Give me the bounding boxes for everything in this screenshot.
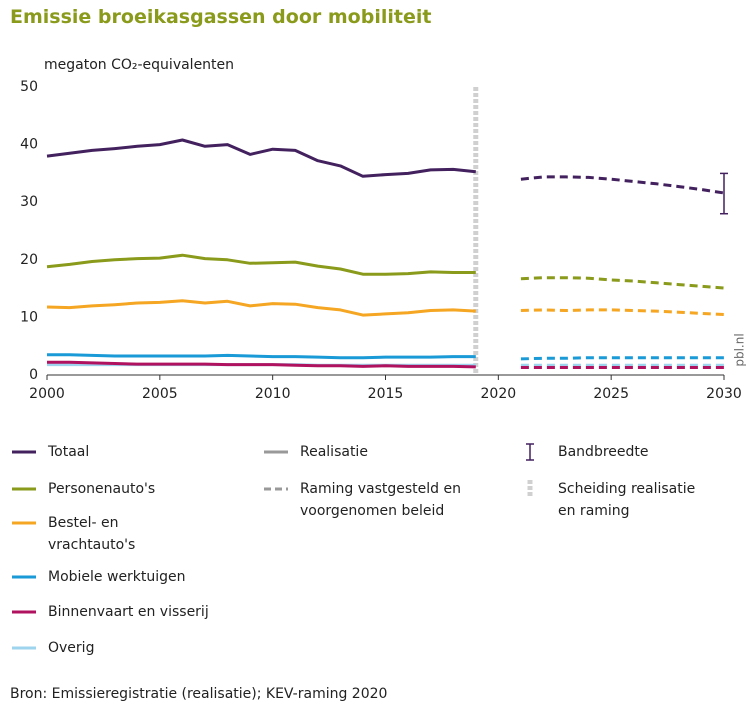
line bbox=[46, 299, 476, 317]
legend-symbol bbox=[526, 443, 534, 461]
x-tick-label: 2010 bbox=[255, 386, 291, 402]
x-tick-label: 2015 bbox=[368, 386, 404, 402]
source: Bron: Emissieregistratie (realisatie); K… bbox=[10, 686, 388, 702]
y-tick-label: 30 bbox=[20, 194, 38, 210]
legend-label: Bandbreedte bbox=[558, 444, 649, 460]
chart-title: Emissie broeikasgassen door mobiliteit bbox=[10, 6, 432, 28]
legend-label: Realisatie bbox=[300, 444, 368, 460]
x-tick-label: 2005 bbox=[142, 386, 178, 402]
legend-symbol bbox=[264, 450, 288, 454]
line bbox=[46, 138, 476, 178]
legend-item: Bandbreedte bbox=[520, 441, 748, 463]
projection-line bbox=[520, 308, 725, 316]
x-tick-label: 2000 bbox=[29, 386, 65, 402]
legend-item: Binnenvaart en visserij bbox=[10, 601, 248, 623]
line bbox=[47, 353, 476, 360]
y-tick-label: 10 bbox=[20, 309, 38, 325]
legend-item: Personenauto's bbox=[10, 478, 248, 500]
legend-label: Scheiding realisatie en raming bbox=[558, 481, 696, 519]
legend-item: Raming vastgesteld en voorgenomen beleid bbox=[262, 478, 500, 522]
legend-symbol bbox=[264, 487, 288, 491]
legend-label: Raming vastgesteld en voorgenomen beleid bbox=[300, 481, 461, 519]
legend-symbol bbox=[527, 480, 533, 498]
y-tick-label: 40 bbox=[20, 137, 38, 153]
line bbox=[47, 360, 476, 369]
legend-label: Bestel- en vrachtauto's bbox=[48, 515, 136, 553]
legend-item: Totaal bbox=[10, 441, 248, 463]
legend-item: Overig bbox=[10, 637, 248, 659]
legend-symbol bbox=[12, 646, 36, 650]
legend-label: Binnenvaart en visserij bbox=[48, 604, 209, 620]
legend-symbol bbox=[12, 575, 36, 579]
line bbox=[46, 253, 476, 276]
y-tick-label: 50 bbox=[20, 79, 38, 95]
legend-label: Totaal bbox=[48, 444, 90, 460]
x-tick-label: 2020 bbox=[481, 386, 517, 402]
legend-item: Realisatie bbox=[262, 441, 500, 463]
legend-symbol bbox=[12, 487, 36, 491]
legend-symbol bbox=[12, 521, 36, 525]
legend-symbol bbox=[12, 610, 36, 614]
legend-item: Mobiele werktuigen bbox=[10, 566, 248, 588]
legend-item: Scheiding realisatie en raming bbox=[520, 478, 708, 522]
projection-line bbox=[520, 276, 725, 290]
y-tick-label: 20 bbox=[20, 252, 38, 268]
watermark: pbl.nl bbox=[733, 333, 747, 366]
x-tick-label: 2025 bbox=[593, 386, 629, 402]
legend-label: Personenauto's bbox=[48, 481, 156, 497]
y-tick-label: 0 bbox=[29, 367, 38, 383]
legend-symbol bbox=[12, 450, 36, 454]
legend-label: Overig bbox=[48, 640, 95, 656]
y-axis-label: megaton CO₂-equivalenten bbox=[44, 57, 235, 73]
legend-item: Bestel- en vrachtauto's bbox=[10, 512, 158, 556]
projection-line bbox=[520, 356, 724, 361]
x-tick-label: 2030 bbox=[706, 386, 742, 402]
legend-label: Mobiele werktuigen bbox=[48, 569, 186, 585]
projection-line bbox=[520, 175, 725, 195]
